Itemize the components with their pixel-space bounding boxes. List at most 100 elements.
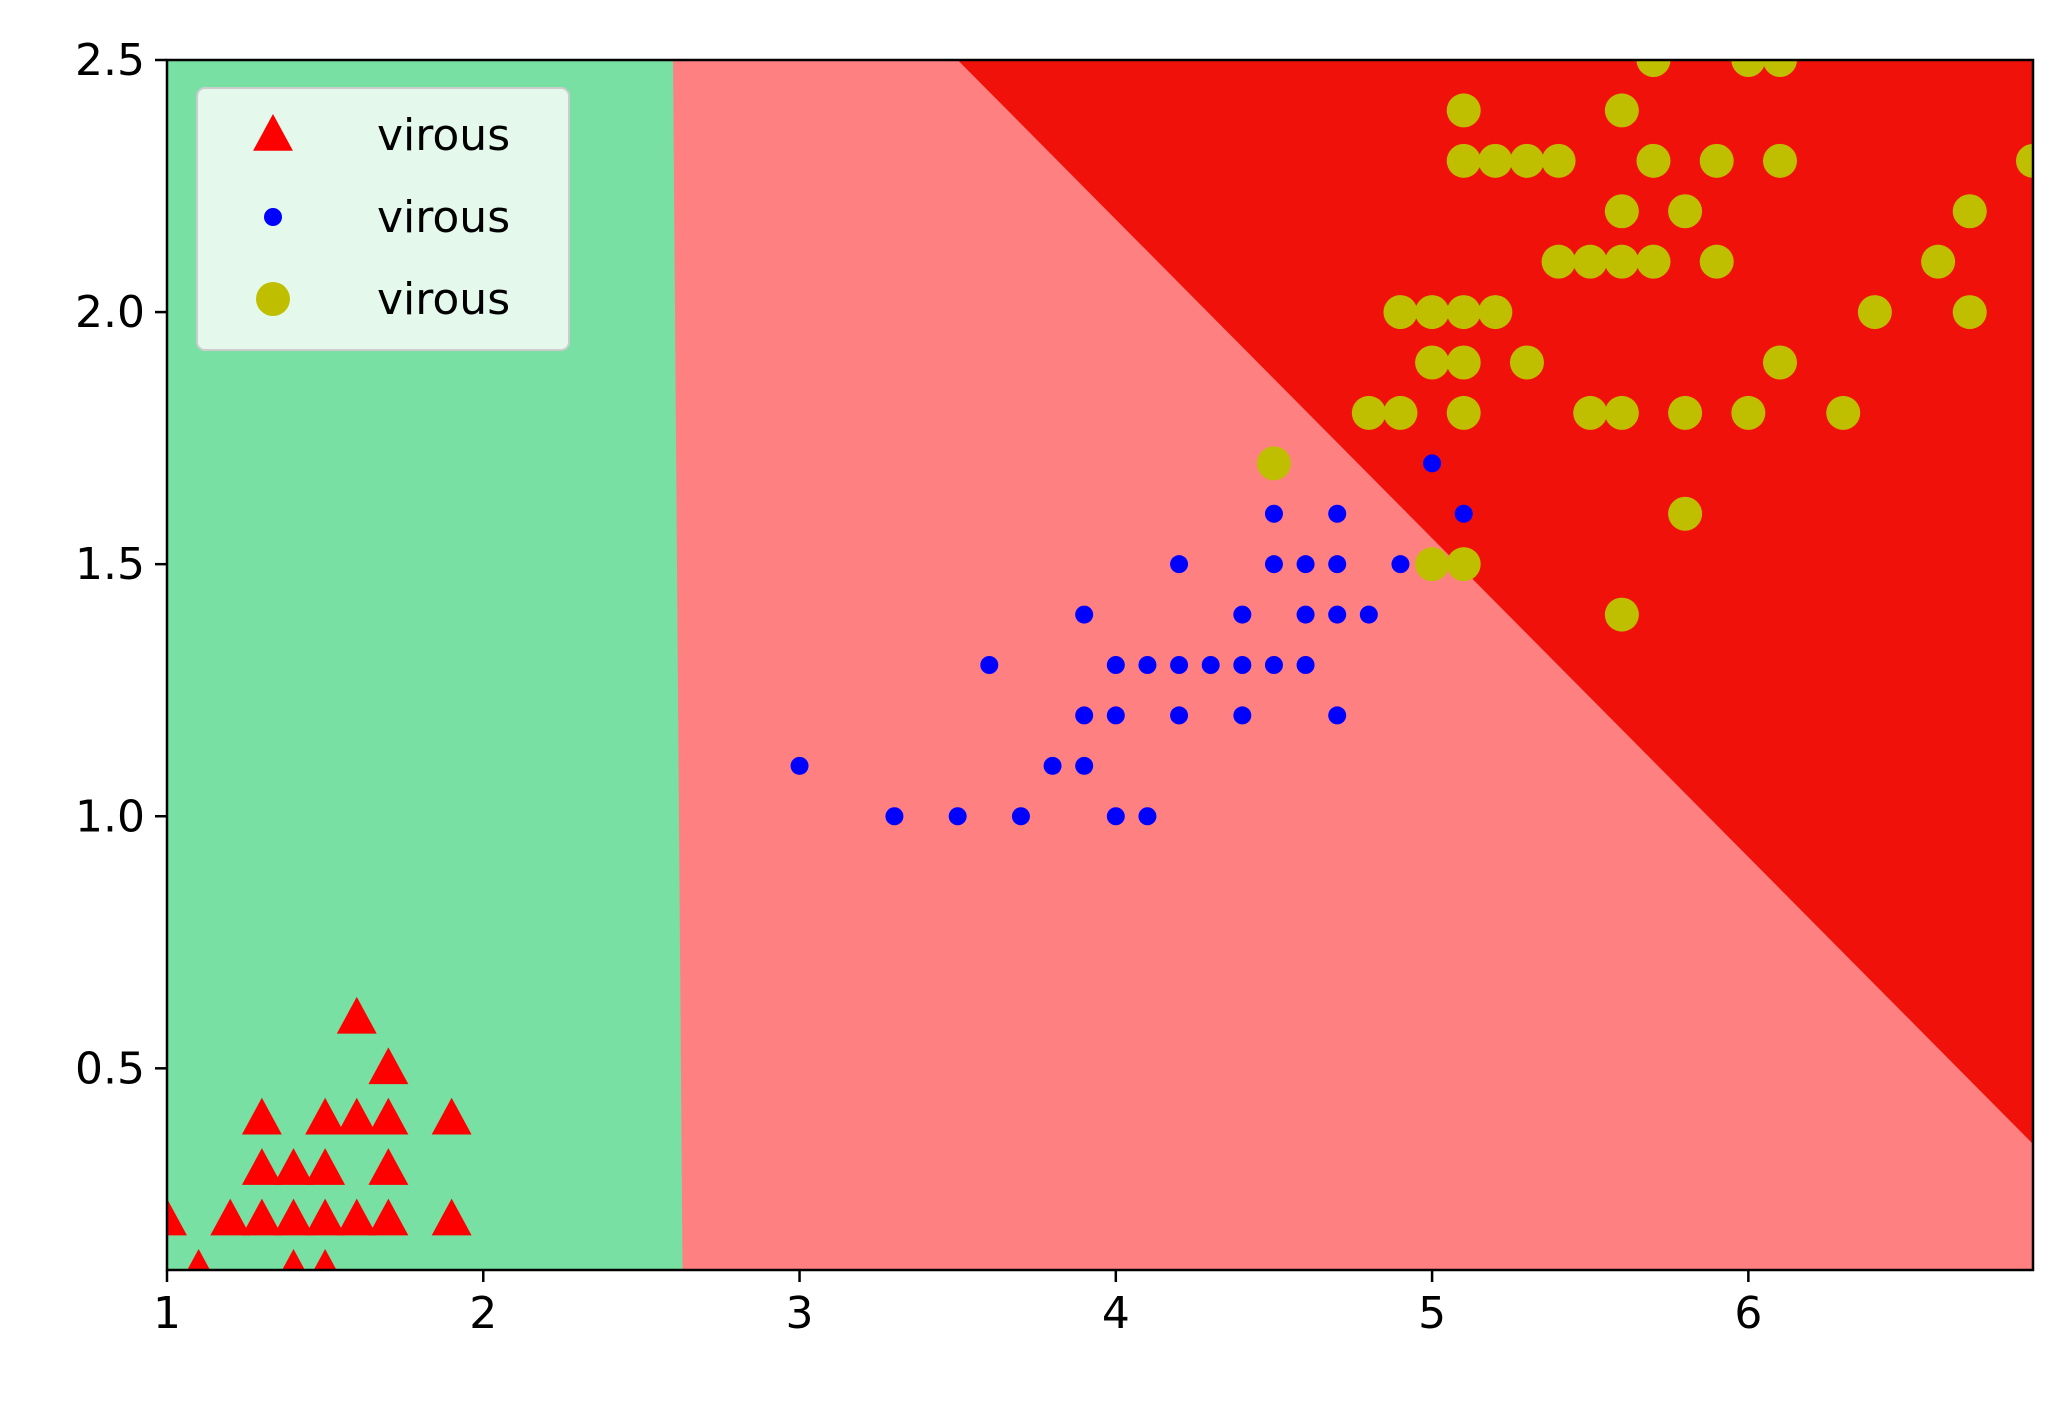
data-point — [948, 807, 967, 826]
data-point — [1857, 295, 1892, 330]
data-point — [1668, 395, 1703, 430]
data-point — [1075, 706, 1094, 725]
data-point — [1233, 605, 1252, 624]
data-point — [1731, 60, 1766, 77]
x-tick-label: 2 — [469, 1288, 497, 1339]
data-point — [1509, 345, 1544, 380]
data-point — [1636, 60, 1671, 77]
data-point — [1478, 295, 1513, 330]
data-point — [305, 1148, 346, 1185]
data-point — [1446, 547, 1481, 582]
data-point — [1233, 706, 1252, 725]
data-point — [1668, 194, 1703, 229]
data-point — [1391, 555, 1410, 574]
data-point — [1383, 295, 1418, 330]
data-point — [885, 807, 904, 826]
data-point — [1138, 807, 1157, 826]
data-point — [1762, 143, 1797, 178]
data-point — [1328, 605, 1347, 624]
series-1 — [167, 996, 472, 1270]
data-point — [1541, 244, 1576, 279]
data-point — [1952, 194, 1987, 229]
scatter-points — [167, 60, 2033, 1270]
data-point — [1328, 555, 1347, 574]
data-point — [1731, 395, 1766, 430]
data-point — [1075, 756, 1094, 775]
data-point — [1264, 504, 1283, 523]
data-point — [241, 1198, 282, 1236]
data-point — [1264, 656, 1283, 674]
data-point — [1699, 143, 1734, 178]
data-point — [1636, 244, 1671, 279]
legend-marker — [256, 282, 290, 316]
data-point — [1328, 706, 1347, 725]
data-point — [1296, 605, 1315, 624]
data-point — [1201, 656, 1220, 674]
data-point — [1011, 807, 1030, 826]
data-point — [1454, 504, 1473, 523]
plot-frame — [165, 58, 2035, 1272]
data-point — [1296, 555, 1315, 574]
legend-entry: virous — [256, 274, 510, 325]
data-point — [1604, 597, 1639, 632]
data-point — [1351, 395, 1386, 430]
data-point — [1106, 807, 1125, 826]
data-point — [1106, 706, 1125, 725]
data-point — [313, 1249, 337, 1270]
data-point — [368, 1148, 409, 1185]
x-tick-label: 1 — [153, 1288, 181, 1339]
series-3 — [1256, 60, 2033, 632]
data-point — [1296, 656, 1315, 674]
series-2 — [790, 454, 1473, 826]
data-point — [1573, 244, 1608, 279]
data-point — [1423, 454, 1442, 473]
region-upper-right — [957, 60, 2033, 1144]
data-point — [431, 1198, 472, 1236]
data-point — [241, 1148, 282, 1185]
data-point — [273, 1198, 314, 1236]
legend-entry: virous — [253, 110, 510, 161]
data-point — [1264, 555, 1283, 574]
data-point — [1573, 395, 1608, 430]
x-tick-label: 6 — [1734, 1288, 1762, 1339]
data-point — [1762, 60, 1797, 77]
data-point — [1509, 143, 1544, 178]
data-point — [1478, 143, 1513, 178]
data-point — [1699, 244, 1734, 279]
data-point — [368, 1047, 409, 1085]
y-tick-label: 1.5 — [75, 539, 145, 590]
legend-label: virous — [377, 110, 510, 161]
data-point — [273, 1148, 314, 1185]
x-tick-label: 4 — [1102, 1288, 1130, 1339]
data-point — [1233, 656, 1252, 674]
data-point — [1604, 194, 1639, 229]
data-point — [282, 1249, 305, 1270]
data-point — [336, 1097, 377, 1135]
legend-marker — [253, 114, 293, 151]
data-point — [1043, 756, 1062, 775]
data-point — [336, 1198, 377, 1236]
legend-label: virous — [377, 274, 510, 325]
data-point — [980, 656, 999, 674]
legend: virous virous virous — [196, 87, 570, 351]
axes: 1 2 3 4 5 6 0.5 1.0 1.5 2.0 2.5 — [75, 35, 2035, 1339]
legend-label: virous — [377, 192, 510, 243]
data-point — [790, 756, 809, 775]
data-point — [1415, 295, 1450, 330]
data-point — [167, 1198, 187, 1236]
data-point — [1359, 605, 1378, 624]
legend-marker — [264, 208, 282, 226]
data-point — [1636, 143, 1671, 178]
data-point — [305, 1198, 346, 1236]
data-point — [241, 1097, 282, 1135]
data-point — [368, 1097, 409, 1135]
data-point — [1075, 605, 1094, 624]
data-point — [1952, 295, 1987, 330]
y-tick-label: 2.5 — [75, 35, 145, 86]
data-point — [1604, 395, 1639, 430]
data-point — [431, 1097, 472, 1135]
data-point — [1762, 345, 1797, 380]
data-point — [1415, 547, 1450, 582]
data-point — [1256, 446, 1291, 481]
